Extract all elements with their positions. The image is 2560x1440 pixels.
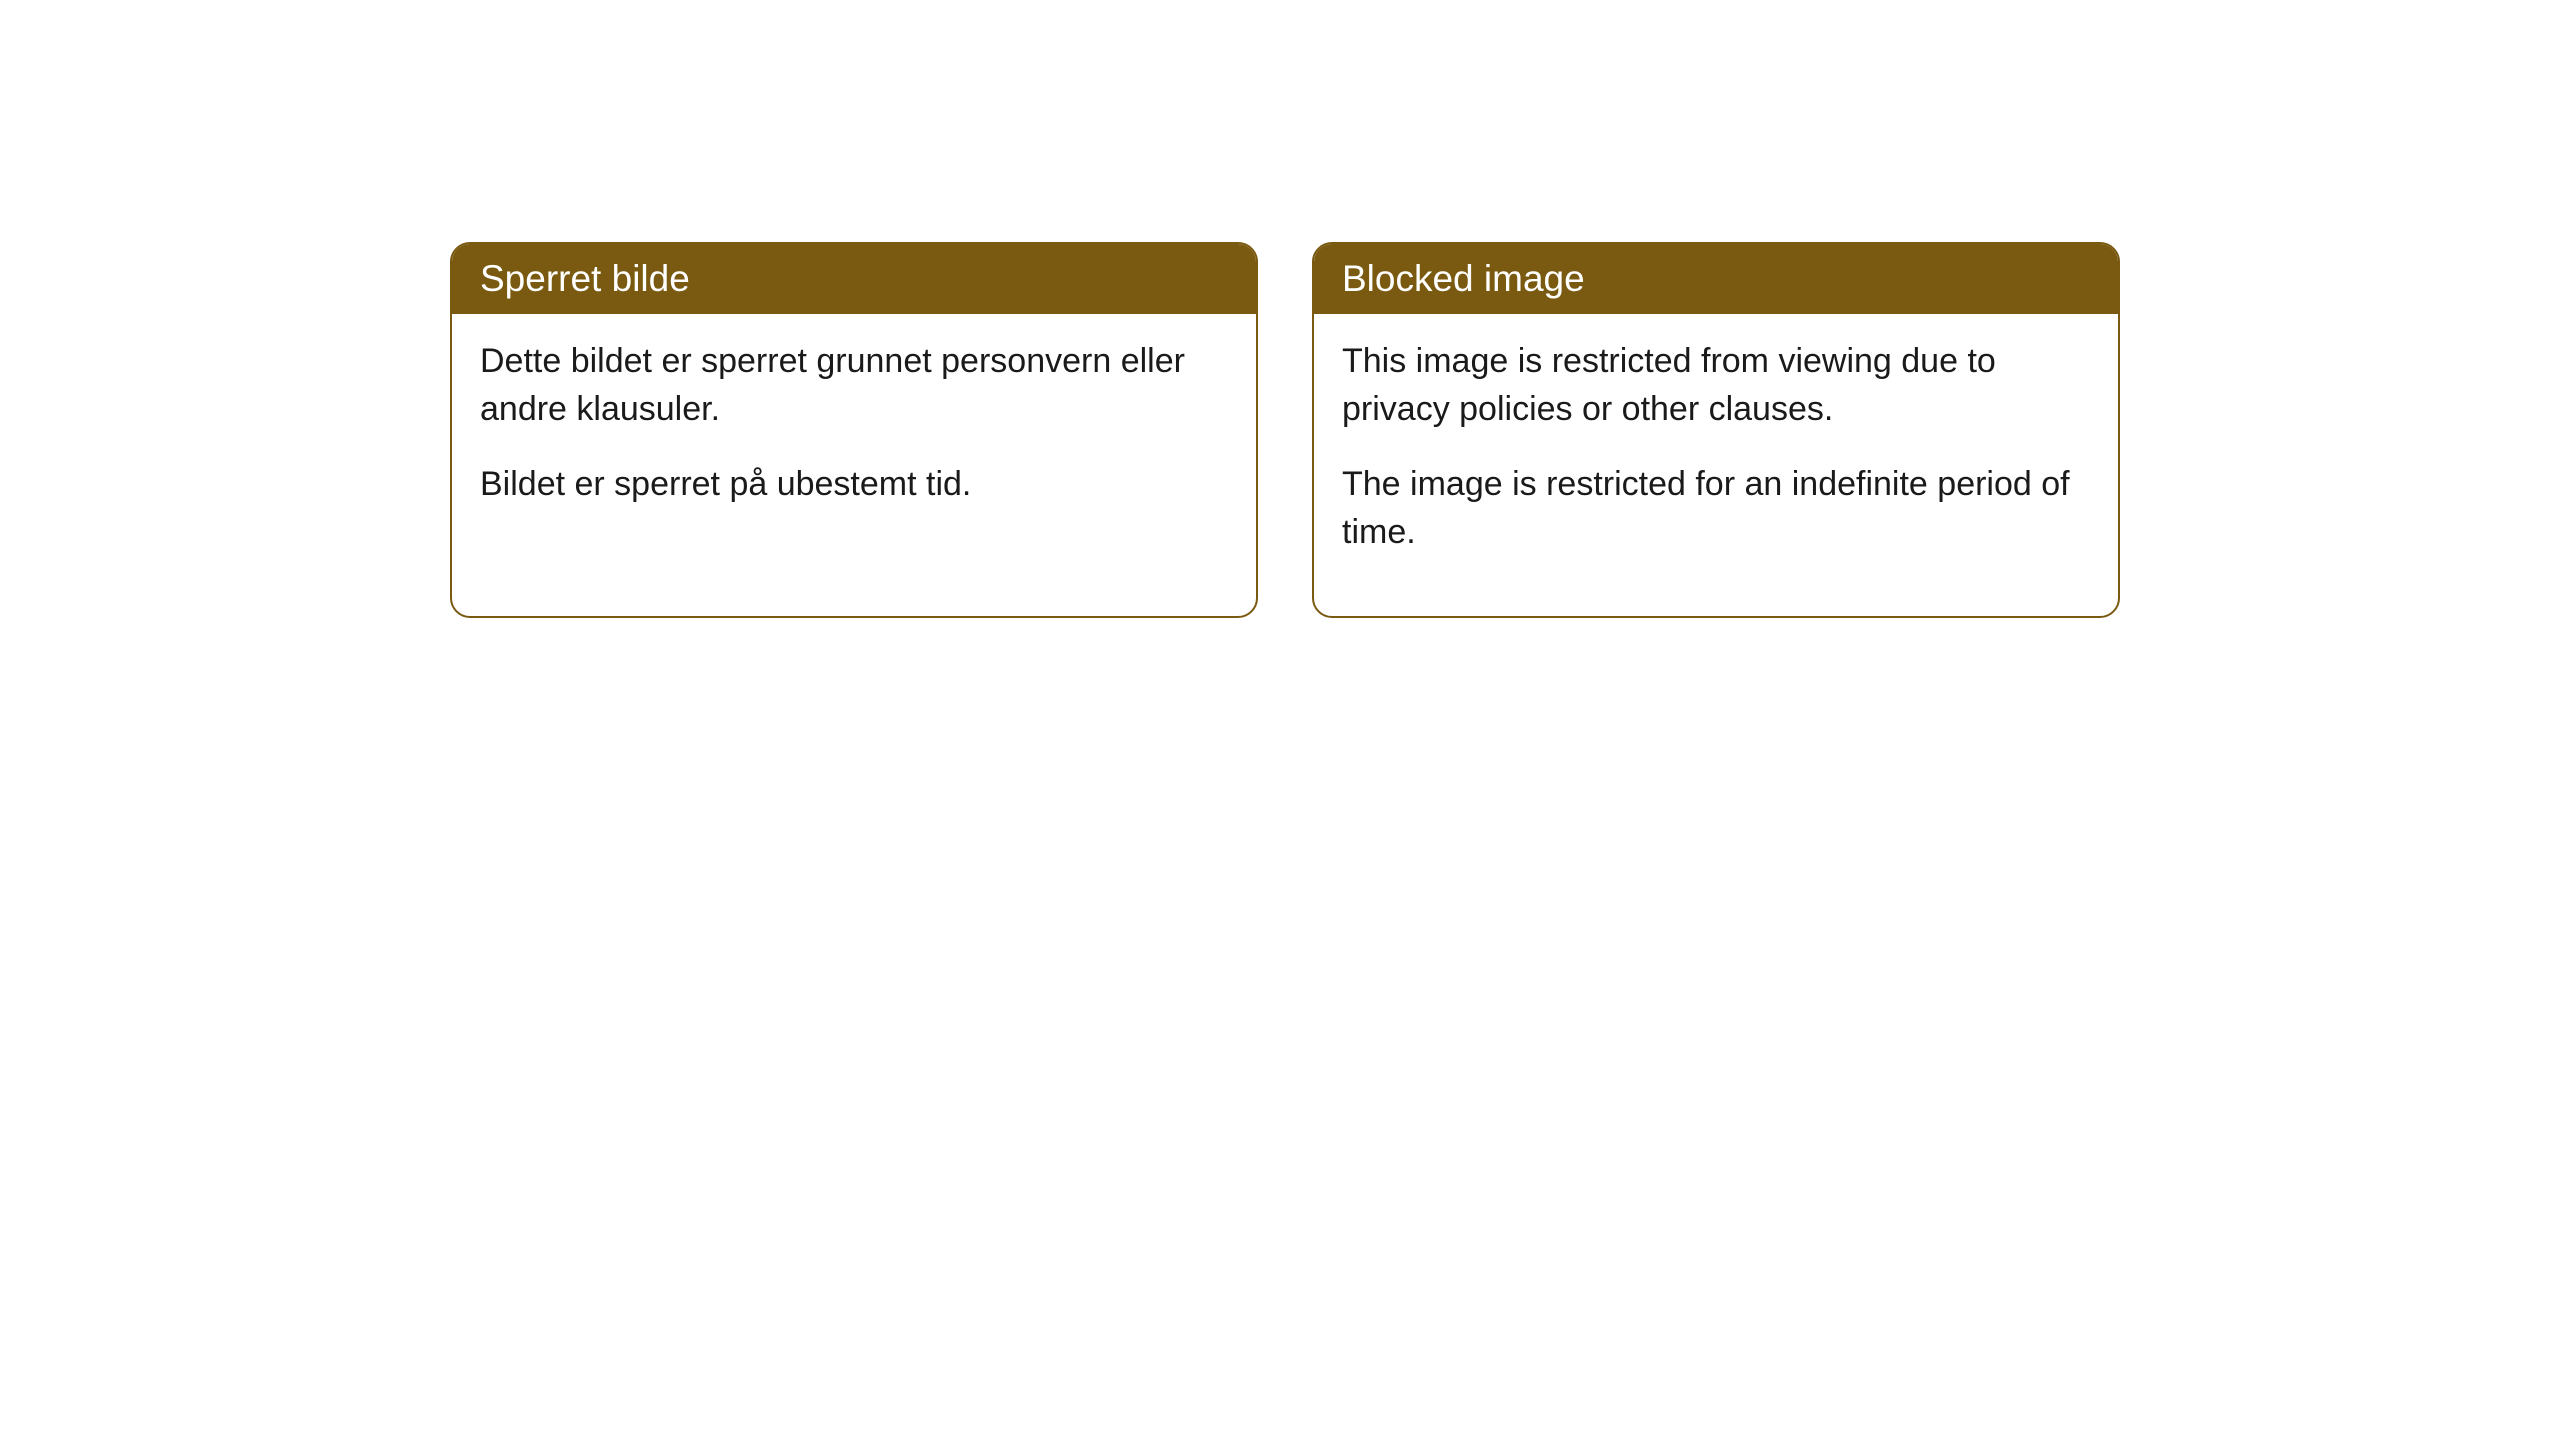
notice-card-norwegian: Sperret bilde Dette bildet er sperret gr… xyxy=(450,242,1258,618)
notice-paragraph: Bildet er sperret på ubestemt tid. xyxy=(480,461,1228,509)
card-body: Dette bildet er sperret grunnet personve… xyxy=(452,314,1256,569)
card-header: Blocked image xyxy=(1314,244,2118,314)
notice-card-english: Blocked image This image is restricted f… xyxy=(1312,242,2120,618)
notice-paragraph: This image is restricted from viewing du… xyxy=(1342,338,2090,433)
notice-paragraph: The image is restricted for an indefinit… xyxy=(1342,461,2090,556)
notice-container: Sperret bilde Dette bildet er sperret gr… xyxy=(450,242,2120,618)
card-header: Sperret bilde xyxy=(452,244,1256,314)
card-body: This image is restricted from viewing du… xyxy=(1314,314,2118,616)
notice-paragraph: Dette bildet er sperret grunnet personve… xyxy=(480,338,1228,433)
